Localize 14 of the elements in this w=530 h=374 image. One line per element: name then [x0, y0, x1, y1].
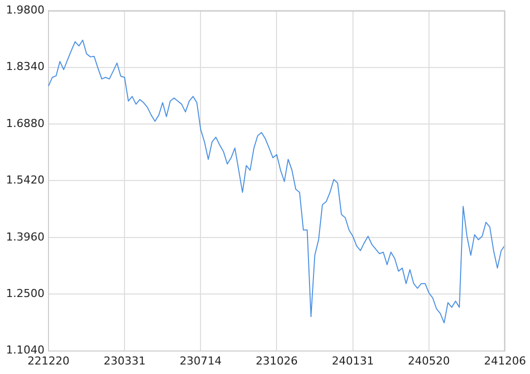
y-tick-label: 1.2500 — [6, 286, 44, 300]
y-tick-label: 1.3960 — [6, 230, 44, 244]
y-tick-label: 1.1040 — [6, 344, 44, 357]
y-tick-label: 1.9800 — [6, 3, 44, 16]
y-tick-label: 1.6880 — [6, 116, 44, 130]
x-tick-label: 241206 — [484, 354, 526, 368]
x-tick-label: 230714 — [180, 354, 222, 368]
x-tick-label: 231026 — [256, 354, 298, 368]
x-tick-label: 240520 — [408, 354, 450, 368]
y-tick-label: 1.5420 — [6, 174, 44, 187]
y-tick-label: 1.8340 — [6, 60, 44, 74]
x-tick-label: 230331 — [104, 354, 146, 368]
x-tick-label: 240131 — [332, 354, 374, 368]
x-tick-label: 221220 — [27, 354, 70, 368]
